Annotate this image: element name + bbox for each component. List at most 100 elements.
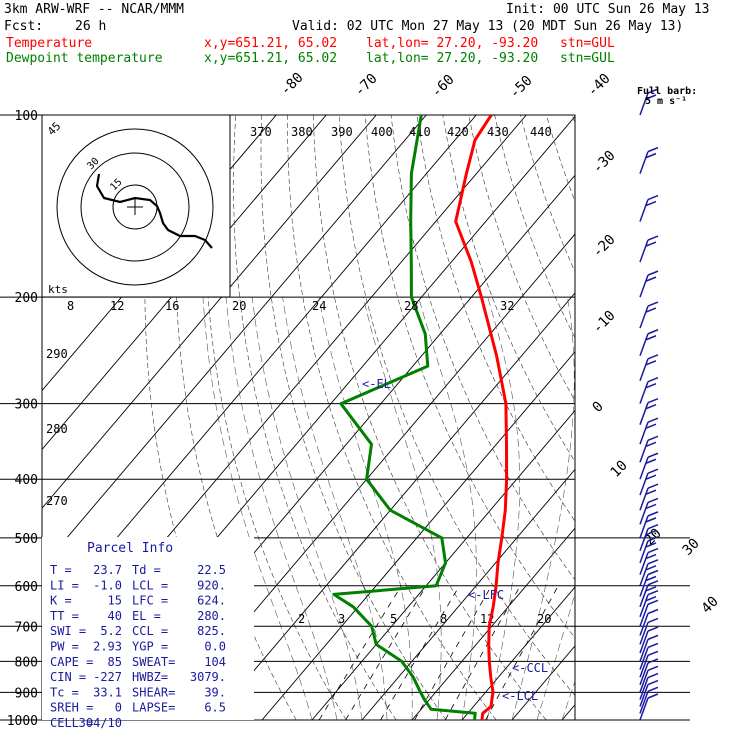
- theta-label: 440: [530, 125, 552, 139]
- parcel-info-background: [42, 537, 254, 720]
- wind-barb: [639, 665, 659, 693]
- forecast-label: Fcst:: [4, 19, 44, 34]
- parcel-row-label: SREH =: [50, 701, 93, 715]
- parcel-row-value: 85: [108, 655, 122, 669]
- dry-adiabat: [598, 115, 740, 720]
- temperature-trace: [454, 115, 509, 720]
- wind-barb: [639, 468, 659, 496]
- wind-barb: [639, 693, 659, 721]
- hodograph-ring-middle: [80, 152, 190, 262]
- moist-adiabat: [536, 592, 575, 720]
- wind-barb-staff: [639, 613, 649, 636]
- speed-tick-12: 12: [110, 299, 124, 313]
- wind-barb-flag: [647, 511, 659, 517]
- wind-barb-staff: [639, 239, 649, 263]
- dry-adiabat: [287, 115, 497, 720]
- wind-barb-flag: [645, 575, 657, 582]
- wind-barb-flag: [647, 599, 659, 605]
- wind-barb: [639, 599, 659, 627]
- wind-barb: [639, 329, 659, 357]
- isotherm-line: [261, 351, 575, 720]
- parcel-row-label: EL =: [132, 609, 161, 623]
- wind-barb: [639, 536, 659, 564]
- wind-barb-staff: [639, 515, 649, 539]
- parcel-row-label: K =: [50, 594, 72, 608]
- wind-barb-flag: [645, 503, 657, 510]
- wind-barb: [639, 672, 659, 700]
- wind-barb-staff: [639, 528, 649, 551]
- wind-barb-flag: [645, 489, 657, 495]
- wind-barb-flag: [647, 686, 659, 693]
- wind-barb-flag: [645, 517, 657, 523]
- parcel-row-label: PW =: [50, 640, 79, 654]
- parcel-row-label: LAPSE=: [132, 701, 175, 715]
- isotherm-line: [42, 115, 377, 509]
- wind-barb-staff: [639, 563, 649, 587]
- ccl-marker: <-CCL: [512, 661, 548, 675]
- wind-barb-flag: [645, 441, 657, 447]
- legend-temperature-xy: x,y=651.21, 65.02: [204, 36, 338, 51]
- wind-barb-staff: [639, 630, 649, 654]
- parcel-row-label: TT =: [50, 609, 79, 623]
- dry-adiabat: [520, 115, 575, 273]
- wind-barb-flag: [647, 435, 659, 441]
- parcel-row-value: 15: [108, 594, 122, 608]
- wind-barb-staff: [639, 594, 649, 617]
- wind-barb: [639, 590, 659, 617]
- moist-adiabat: [225, 297, 338, 720]
- wind-barb-flag: [645, 276, 657, 282]
- wind-barb-staff: [639, 274, 649, 298]
- parcel-row-value: 6.5: [204, 701, 226, 715]
- dry-adiabat: [204, 115, 347, 720]
- wind-barb-flag: [647, 559, 659, 565]
- wind-barb-staff: [639, 440, 649, 463]
- wind-barb: [639, 511, 659, 539]
- pressure-label-900: 900: [15, 686, 38, 701]
- wind-barb-flag: [645, 307, 657, 313]
- wind-barb-flag: [647, 693, 659, 699]
- wind-barb-flag: [647, 590, 659, 596]
- dry-adiabat: [728, 115, 740, 720]
- pressure-label-300: 300: [15, 398, 38, 413]
- wind-barb-flag: [645, 586, 657, 592]
- pressure-label-800: 800: [15, 655, 38, 670]
- wind-barb-staff: [639, 381, 649, 404]
- moist-adiabat: [202, 297, 313, 720]
- dry-adiabat: [572, 115, 575, 125]
- isotherm-label: -40: [585, 71, 614, 100]
- wind-barb-flag: [645, 241, 657, 247]
- wind-barb-flag: [647, 483, 659, 489]
- wind-barb-flag: [645, 94, 657, 100]
- isotherm-line: [662, 115, 740, 720]
- wind-barb-flag: [645, 529, 657, 536]
- wind-barb-flag: [645, 474, 657, 480]
- speed-tick-28: 28: [404, 299, 418, 313]
- mixing-ratio-label: 3: [338, 612, 345, 626]
- parcel-row-value: 920.: [197, 578, 226, 592]
- barb-legend-line2: 5 m s⁻¹: [645, 96, 687, 107]
- parcel-row-value: 104: [204, 655, 226, 669]
- wind-barb: [639, 417, 659, 445]
- pressure-label-200: 200: [15, 291, 38, 306]
- wind-barb-staff: [639, 670, 649, 693]
- parcel-row-label: LI =: [50, 578, 79, 592]
- isotherm-line: [42, 115, 327, 451]
- isotherm-label: -50: [507, 73, 536, 102]
- pressure-label-700: 700: [15, 620, 38, 635]
- wind-barb-flag: [647, 658, 659, 664]
- wind-barb: [639, 626, 659, 654]
- parcel-row-value: 23.7: [93, 563, 122, 577]
- parcel-row-value: 825.: [197, 624, 226, 638]
- wind-barb-staff: [639, 358, 649, 382]
- theta-label: 430: [487, 125, 509, 139]
- moist-adiabat: [561, 680, 575, 720]
- wind-barb-flag: [647, 497, 659, 504]
- theta-e-label: 290: [46, 347, 68, 361]
- dry-adiabat: [468, 115, 575, 402]
- el-marker: <-EL: [362, 377, 391, 391]
- wind-barb-flag: [647, 146, 659, 153]
- parcel-row-value: 280.: [197, 609, 226, 623]
- plot-frame: [41, 114, 576, 721]
- lfc-marker: <-LFC: [468, 588, 504, 602]
- isotherm-label: -30: [590, 148, 619, 177]
